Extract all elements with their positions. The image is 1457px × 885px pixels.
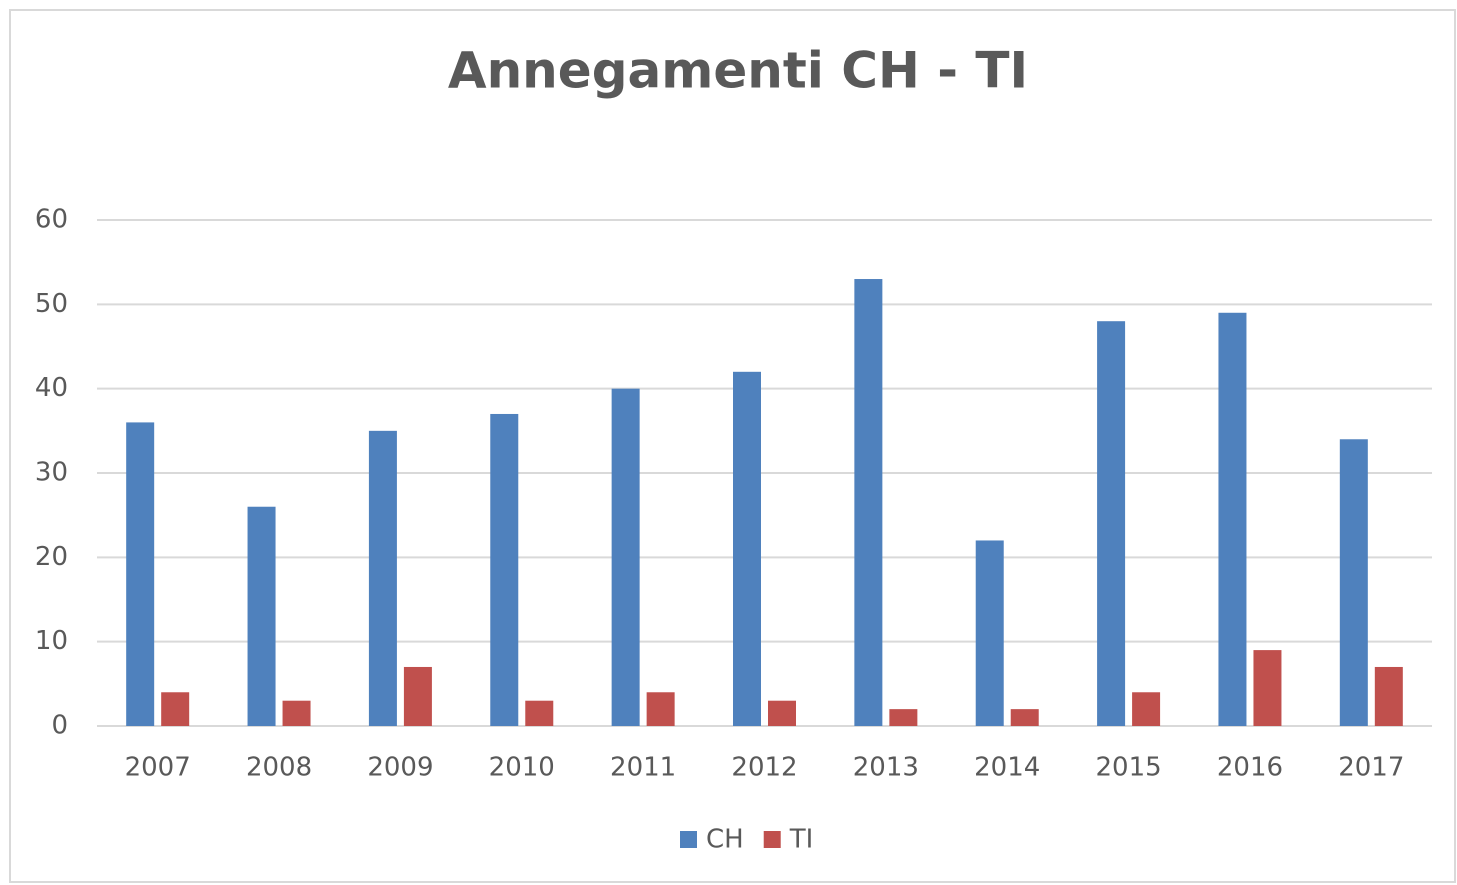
x-tick-label: 2007 <box>125 753 191 783</box>
legend-swatch <box>763 831 781 848</box>
x-tick-label: 2014 <box>974 753 1040 783</box>
y-tick-label: 40 <box>35 373 68 403</box>
bar <box>403 666 432 726</box>
bar <box>126 422 155 726</box>
bar <box>1097 321 1126 726</box>
y-tick-label: 20 <box>35 542 68 572</box>
x-tick-label: 2015 <box>1096 753 1162 783</box>
bar <box>161 692 190 726</box>
x-tick-label: 2011 <box>610 753 676 783</box>
bar <box>768 700 796 726</box>
y-tick-label: 50 <box>35 289 68 319</box>
bar <box>1218 312 1247 726</box>
bar <box>611 388 640 726</box>
x-tick-label: 2009 <box>367 753 433 783</box>
bar <box>525 700 554 726</box>
legend-label: TI <box>789 825 814 855</box>
x-tick-label: 2008 <box>246 753 312 783</box>
x-tick-label: 2013 <box>853 753 919 783</box>
x-tick-label: 2017 <box>1338 753 1404 783</box>
bar <box>1339 439 1368 726</box>
bar <box>1253 650 1282 726</box>
y-tick-label: 0 <box>51 711 68 741</box>
bar <box>1010 709 1039 726</box>
y-tick-label: 10 <box>35 626 68 656</box>
bar <box>646 692 675 726</box>
bar <box>282 700 311 726</box>
bar <box>247 506 276 726</box>
bar <box>1374 666 1403 726</box>
bar <box>975 540 1004 726</box>
bar <box>889 709 918 726</box>
legend-label: CH <box>706 825 744 855</box>
legend-swatch <box>680 831 697 848</box>
x-tick-label: 2016 <box>1217 753 1283 783</box>
bar <box>490 413 519 726</box>
chart-frame <box>9 9 1456 883</box>
y-tick-label: 60 <box>35 205 68 235</box>
y-tick-label: 30 <box>35 458 68 488</box>
x-tick-label: 2012 <box>731 753 797 783</box>
bar <box>733 371 761 726</box>
bar <box>368 430 397 726</box>
chart-title: Annegamenti CH - TI <box>448 42 1028 100</box>
bar <box>1132 692 1161 726</box>
bar <box>854 279 883 726</box>
x-tick-label: 2010 <box>489 753 555 783</box>
